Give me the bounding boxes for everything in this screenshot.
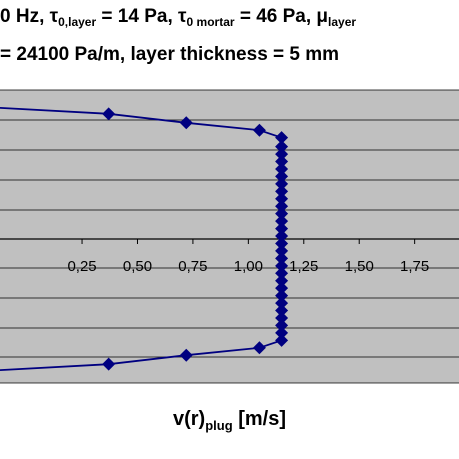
grid-lines xyxy=(0,89,459,384)
data-point xyxy=(275,229,289,243)
data-point xyxy=(252,341,266,355)
plot-area xyxy=(0,90,459,383)
data-point xyxy=(275,140,289,154)
data-point xyxy=(275,259,289,273)
data-point xyxy=(275,281,289,295)
x-tick-labels: 0,25 0,50 0,75 1,00 1,25 1,50 1,75 xyxy=(67,239,429,275)
data-point xyxy=(275,304,289,318)
x-tick-label: 0,25 xyxy=(67,258,96,275)
data-point xyxy=(252,123,266,137)
data-point xyxy=(275,236,289,250)
data-point xyxy=(275,318,289,332)
data-point xyxy=(275,199,289,213)
data-point xyxy=(275,251,289,265)
data-point xyxy=(275,326,289,340)
data-point xyxy=(275,222,289,236)
x-tick-label: 1,75 xyxy=(400,258,429,275)
data-point xyxy=(275,147,289,161)
x-tick-label: 0,75 xyxy=(178,258,207,275)
data-point xyxy=(275,333,289,347)
data-point xyxy=(275,289,289,303)
data-point xyxy=(102,107,116,121)
x-tick-label: 1,50 xyxy=(345,258,374,275)
chart-title-line2: = 24100 Pa/m, layer thickness = 5 mm xyxy=(0,44,340,65)
data-point xyxy=(275,184,289,198)
data-point xyxy=(275,274,289,288)
x-tick-label: 1,25 xyxy=(289,258,318,275)
data-point xyxy=(275,266,289,280)
data-point xyxy=(179,116,193,130)
x-axis-label: v(r)plug [m/s] xyxy=(172,408,286,433)
x-tick-label: 1,00 xyxy=(234,258,263,275)
data-point xyxy=(275,169,289,183)
data-point xyxy=(275,296,289,310)
x-tick-label: 0,50 xyxy=(123,258,152,275)
series-markers xyxy=(102,107,289,371)
data-point xyxy=(102,357,116,371)
data-point xyxy=(275,155,289,169)
data-point xyxy=(179,348,193,362)
data-point xyxy=(275,162,289,176)
data-point xyxy=(275,311,289,325)
data-point xyxy=(275,244,289,258)
data-point xyxy=(275,131,289,145)
chart-title-line1: 0 Hz, τ0,layer = 14 Pa, τ0 mortar = 46 P… xyxy=(0,6,357,29)
data-point xyxy=(275,177,289,191)
data-point xyxy=(275,214,289,228)
data-point xyxy=(275,192,289,206)
data-point xyxy=(275,207,289,221)
